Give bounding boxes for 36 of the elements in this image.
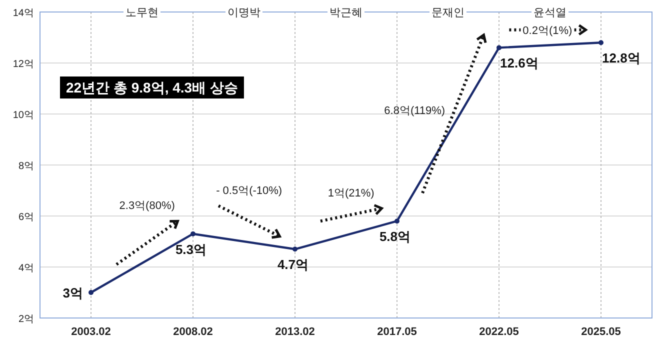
annotation: 22년간 총 9.8억, 4.3배 상승 <box>66 80 238 96</box>
annotation: 1억(21%) <box>328 187 374 200</box>
point <box>88 290 94 295</box>
point <box>598 40 604 46</box>
annotation: 윤석열 <box>534 7 566 19</box>
y-tick-label: 10억 <box>12 110 34 121</box>
x-tick-label: 2025.05 <box>581 326 621 338</box>
y-tick-label: 4억 <box>18 263 34 274</box>
annotation: 2.3억(80%) <box>119 200 175 212</box>
y-tick-label: 6억 <box>18 212 34 223</box>
data-label: 5.8억 <box>379 229 411 244</box>
point <box>496 45 502 50</box>
point <box>394 218 400 224</box>
annotation: - 0.5억(-10%) <box>216 184 282 197</box>
y-tick-label: 2억 <box>18 314 34 325</box>
annotation: 0.2억(1%) <box>522 24 572 37</box>
x-tick-label: 2013.02 <box>275 326 315 338</box>
x-tick-label: 2022.05 <box>479 326 519 338</box>
x-tick-label: 2008.02 <box>173 326 213 338</box>
annotation: 6.8억(119%) <box>384 105 446 117</box>
y-tick-label: 8억 <box>18 161 34 172</box>
point <box>190 231 196 236</box>
annotation: 문재인 <box>432 7 464 19</box>
annotation: 박근혜 <box>330 7 362 19</box>
data-label: 12.8억 <box>602 50 640 66</box>
x-tick-label: 2017.05 <box>377 326 417 338</box>
data-label: 12.6억 <box>500 56 538 71</box>
y-tick-label: 12억 <box>12 59 34 70</box>
annotation: 이명박 <box>228 7 260 19</box>
annotation: 노무현 <box>126 7 158 19</box>
y-tick-label: 14억 <box>12 8 34 19</box>
x-tick-label: 2003.02 <box>71 326 111 338</box>
point <box>292 246 298 252</box>
data-label: 3억 <box>62 286 83 300</box>
data-label: 4.7억 <box>277 257 309 272</box>
data-label: 5.3억 <box>175 242 207 257</box>
